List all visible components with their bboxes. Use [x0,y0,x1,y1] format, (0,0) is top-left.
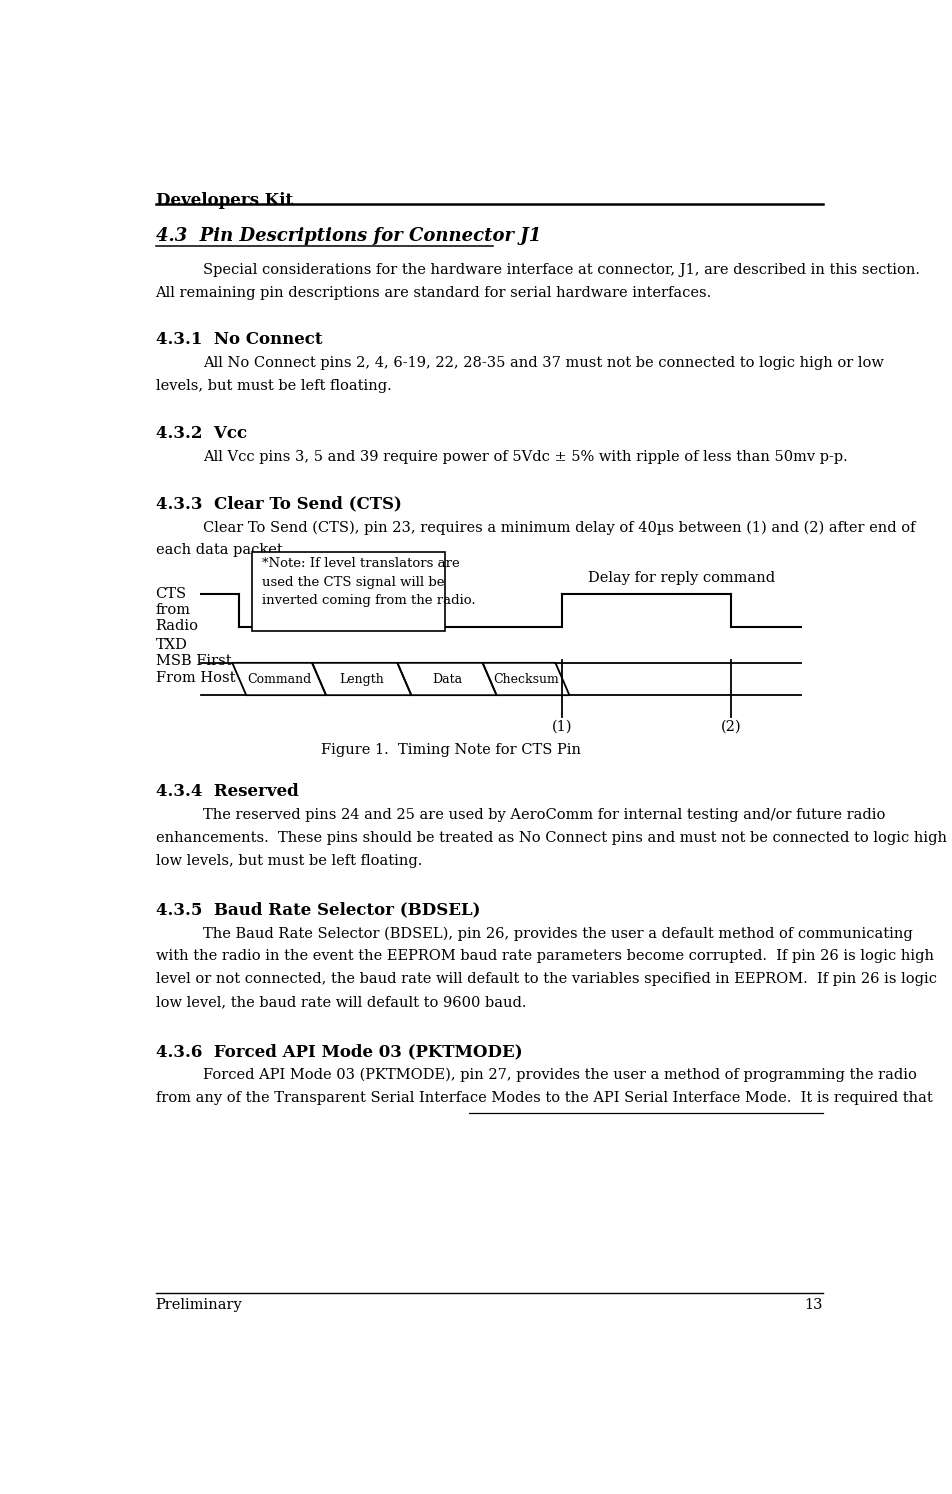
Text: Command: Command [247,672,311,686]
Text: 4.3.3  Clear To Send (CTS): 4.3.3 Clear To Send (CTS) [155,496,401,512]
Text: Delay for reply command: Delay for reply command [587,571,774,586]
Text: 4.3.6  Forced API Mode 03 (PKTMODE): 4.3.6 Forced API Mode 03 (PKTMODE) [155,1043,522,1061]
Text: (2): (2) [721,720,741,734]
Text: All remaining pin descriptions are standard for serial hardware interfaces.: All remaining pin descriptions are stand… [155,287,711,300]
Text: levels, but must be left floating.: levels, but must be left floating. [155,378,391,393]
Text: Developers Kit: Developers Kit [155,191,292,209]
Text: each data packet.: each data packet. [155,544,287,557]
Text: 4.3.2  Vcc: 4.3.2 Vcc [155,424,247,442]
Text: TXD
MSB First
From Host: TXD MSB First From Host [155,638,235,684]
Text: low levels, but must be left floating.: low levels, but must be left floating. [155,853,422,868]
Text: with the radio in the event the EEPROM baud rate parameters become corrupted.  I: with the radio in the event the EEPROM b… [155,949,933,964]
Text: 4.3.4  Reserved: 4.3.4 Reserved [155,783,298,799]
Text: The Baud Rate Selector (BDSEL), pin 26, provides the user a default method of co: The Baud Rate Selector (BDSEL), pin 26, … [203,926,912,941]
Text: Checksum: Checksum [492,672,558,686]
Text: from any of the Transparent Serial Interface Modes to the API Serial Interface M: from any of the Transparent Serial Inter… [155,1091,931,1106]
Text: The reserved pins 24 and 25 are used by AeroComm for internal testing and/or fut: The reserved pins 24 and 25 are used by … [203,808,884,822]
Text: (1): (1) [551,720,572,734]
Text: Special considerations for the hardware interface at connector, J1, are describe: Special considerations for the hardware … [203,263,919,278]
Text: *Note: If level translators are
used the CTS signal will be
inverted coming from: *Note: If level translators are used the… [262,557,475,608]
Text: Clear To Send (CTS), pin 23, requires a minimum delay of 40µs between (1) and (2: Clear To Send (CTS), pin 23, requires a … [203,520,914,535]
Text: All Vcc pins 3, 5 and 39 require power of 5Vdc ± 5% with ripple of less than 50m: All Vcc pins 3, 5 and 39 require power o… [203,450,846,463]
Text: level or not connected, the baud rate will default to the variables specified in: level or not connected, the baud rate wi… [155,973,936,986]
Text: 4.3  Pin Descriptions for Connector J1: 4.3 Pin Descriptions for Connector J1 [155,227,540,245]
Text: All No Connect pins 2, 4, 6-19, 22, 28-35 and 37 must not be connected to logic : All No Connect pins 2, 4, 6-19, 22, 28-3… [203,356,883,369]
Text: Forced API Mode 03 (PKTMODE), pin 27, provides the user a method of programming : Forced API Mode 03 (PKTMODE), pin 27, pr… [203,1068,916,1082]
Text: low level, the baud rate will default to 9600 baud.: low level, the baud rate will default to… [155,995,526,1010]
Text: CTS
from
Radio: CTS from Radio [155,587,198,633]
Text: Preliminary: Preliminary [155,1298,242,1312]
Text: enhancements.  These pins should be treated as No Connect pins and must not be c: enhancements. These pins should be treat… [155,831,952,844]
Text: Figure 1.  Timing Note for CTS Pin: Figure 1. Timing Note for CTS Pin [320,743,580,757]
Text: Data: Data [431,672,462,686]
Text: Length: Length [339,672,384,686]
Text: 13: 13 [803,1298,822,1312]
Bar [252,551,445,632]
Text: 4.3.1  No Connect: 4.3.1 No Connect [155,332,322,348]
Text: 4.3.5  Baud Rate Selector (BDSEL): 4.3.5 Baud Rate Selector (BDSEL) [155,901,480,919]
